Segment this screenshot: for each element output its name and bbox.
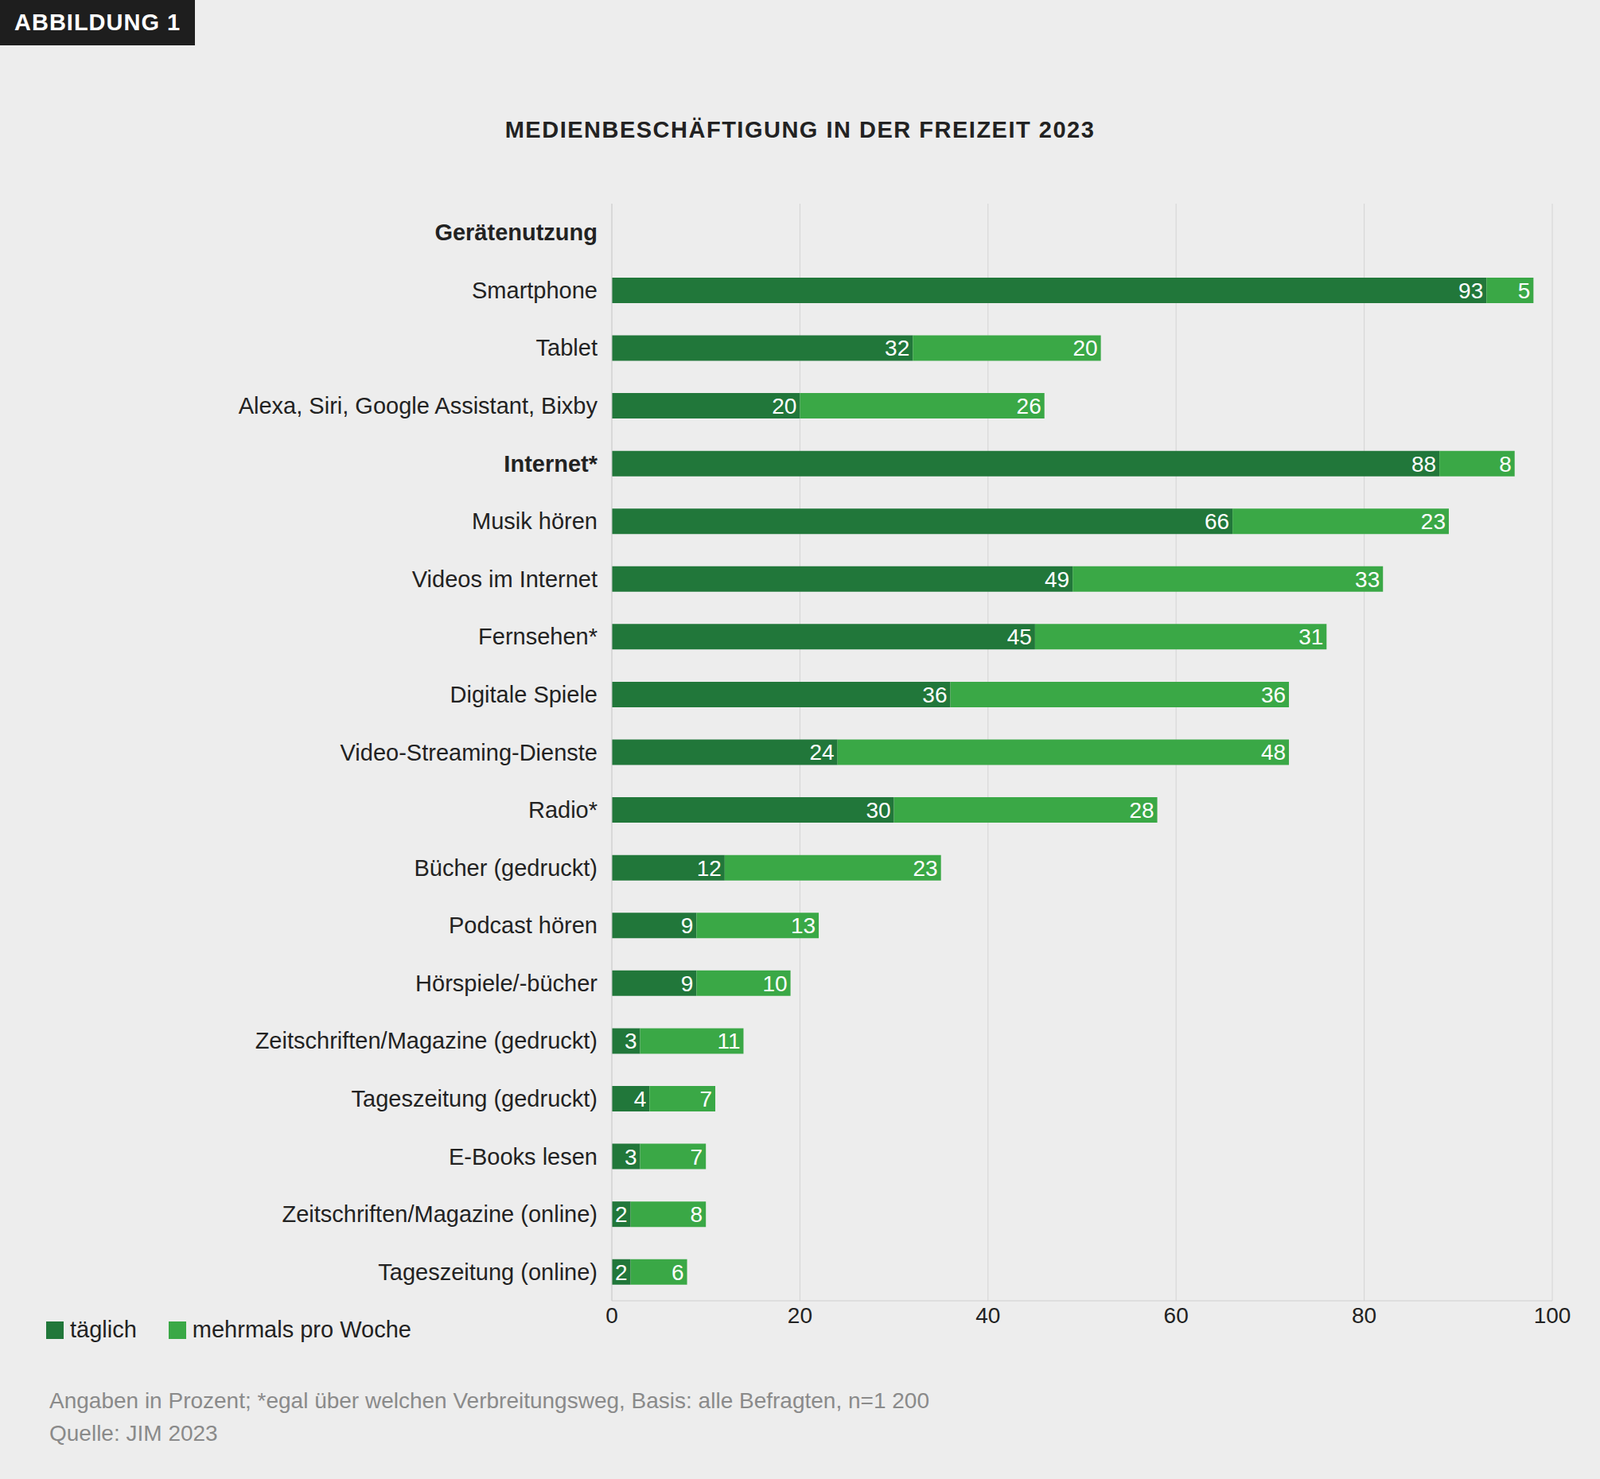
svg-text:20: 20 bbox=[787, 1303, 813, 1328]
svg-text:23: 23 bbox=[1420, 509, 1446, 534]
svg-text:33: 33 bbox=[1354, 567, 1380, 592]
svg-text:Hörspiele/-bücher: Hörspiele/-bücher bbox=[415, 970, 598, 997]
svg-text:Zeitschriften/Magazine (online: Zeitschriften/Magazine (online) bbox=[281, 1201, 598, 1227]
svg-text:Zeitschriften/Magazine (gedruc: Zeitschriften/Magazine (gedruckt) bbox=[255, 1027, 598, 1054]
svg-text:28: 28 bbox=[1128, 798, 1154, 823]
svg-text:36: 36 bbox=[922, 682, 947, 708]
svg-text:7: 7 bbox=[690, 1144, 704, 1170]
html-text:ABBILDUNG 1: ABBILDUNG 1 bbox=[14, 9, 181, 36]
svg-text:9: 9 bbox=[681, 971, 694, 997]
svg-text:8: 8 bbox=[1498, 451, 1512, 477]
svg-text:32: 32 bbox=[884, 335, 910, 361]
html-text:täglich: täglich bbox=[70, 1316, 137, 1343]
svg-text:6: 6 bbox=[671, 1260, 685, 1285]
svg-text:7: 7 bbox=[699, 1086, 713, 1112]
html-text:mehrmals pro Woche: mehrmals pro Woche bbox=[192, 1316, 412, 1343]
html-text:Angaben in Prozent; *egal über: Angaben in Prozent; *egal über welchen V… bbox=[49, 1388, 930, 1414]
svg-text:Gerätenutzung: Gerätenutzung bbox=[434, 219, 598, 246]
svg-text:100: 100 bbox=[1533, 1303, 1572, 1328]
svg-text:Smartphone: Smartphone bbox=[471, 277, 598, 304]
svg-text:Internet*: Internet* bbox=[503, 451, 598, 477]
svg-text:11: 11 bbox=[716, 1028, 740, 1054]
svg-text:Digitale Spiele: Digitale Spiele bbox=[450, 681, 598, 708]
svg-text:20: 20 bbox=[1072, 335, 1098, 361]
svg-text:Videos im Internet: Videos im Internet bbox=[412, 566, 598, 592]
svg-text:20: 20 bbox=[771, 393, 797, 419]
svg-text:0: 0 bbox=[605, 1303, 619, 1328]
svg-text:31: 31 bbox=[1298, 624, 1324, 650]
svg-text:88: 88 bbox=[1411, 451, 1437, 477]
svg-text:12: 12 bbox=[696, 856, 722, 881]
svg-text:26: 26 bbox=[1016, 393, 1042, 419]
svg-text:9: 9 bbox=[681, 913, 694, 939]
svg-text:36: 36 bbox=[1261, 682, 1286, 708]
svg-text:8: 8 bbox=[690, 1202, 704, 1227]
svg-text:Video-Streaming-Dienste: Video-Streaming-Dienste bbox=[340, 739, 598, 766]
svg-text:3: 3 bbox=[624, 1028, 638, 1054]
svg-text:Radio*: Radio* bbox=[528, 797, 598, 823]
svg-text:93: 93 bbox=[1458, 278, 1484, 304]
svg-text:Fernsehen*: Fernsehen* bbox=[478, 623, 598, 650]
svg-text:10: 10 bbox=[762, 971, 787, 997]
svg-text:66: 66 bbox=[1204, 509, 1230, 534]
svg-text:Tablet: Tablet bbox=[536, 334, 598, 361]
svg-text:48: 48 bbox=[1261, 739, 1286, 765]
svg-text:Bücher (gedruckt): Bücher (gedruckt) bbox=[414, 855, 599, 881]
svg-text:5: 5 bbox=[1518, 278, 1531, 304]
svg-text:45: 45 bbox=[1007, 624, 1032, 650]
svg-text:80: 80 bbox=[1351, 1303, 1377, 1328]
svg-text:23: 23 bbox=[913, 856, 939, 881]
svg-text:Alexa, Siri, Google Assistant,: Alexa, Siri, Google Assistant, Bixby bbox=[238, 393, 599, 419]
svg-text:40: 40 bbox=[975, 1303, 1001, 1328]
html-text:Quelle: JIM 2023: Quelle: JIM 2023 bbox=[49, 1420, 218, 1446]
svg-text:4: 4 bbox=[634, 1086, 647, 1112]
svg-text:Tageszeitung (gedruckt): Tageszeitung (gedruckt) bbox=[351, 1086, 599, 1112]
svg-text:Podcast hören: Podcast hören bbox=[448, 912, 598, 939]
svg-text:60: 60 bbox=[1163, 1303, 1189, 1328]
svg-text:2: 2 bbox=[615, 1202, 628, 1227]
svg-text:49: 49 bbox=[1044, 567, 1070, 592]
svg-text:3: 3 bbox=[624, 1144, 638, 1170]
svg-text:13: 13 bbox=[790, 913, 816, 939]
svg-text:Musik hören: Musik hören bbox=[471, 508, 598, 534]
svg-text:24: 24 bbox=[809, 739, 835, 765]
svg-text:E-Books lesen: E-Books lesen bbox=[448, 1144, 598, 1170]
svg-text:Tageszeitung (online): Tageszeitung (online) bbox=[377, 1259, 598, 1285]
svg-text:2: 2 bbox=[615, 1260, 628, 1285]
svg-text:30: 30 bbox=[865, 798, 891, 823]
html-text:MEDIENBESCHÄFTIGUNG IN DER FRE: MEDIENBESCHÄFTIGUNG IN DER FREIZEIT 2023 bbox=[504, 116, 1096, 143]
